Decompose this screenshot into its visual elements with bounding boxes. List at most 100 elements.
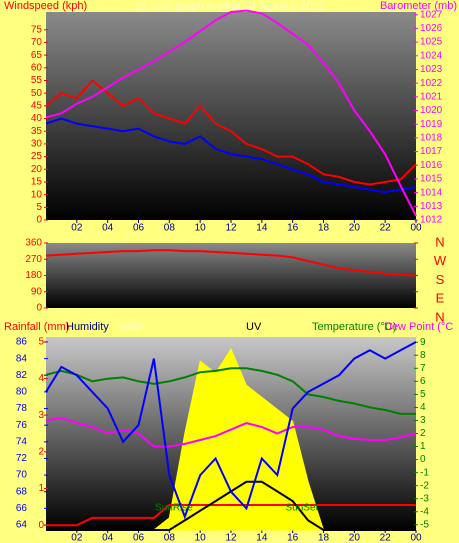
- y2-tick-label: 1020: [420, 105, 443, 116]
- y2-tick-label: S: [436, 272, 445, 287]
- y2-tick-label: 1018: [420, 133, 443, 144]
- y-tick-label: 35: [31, 126, 43, 137]
- y-tick-label: 74: [16, 436, 28, 447]
- y3-tick-label: 2: [38, 446, 44, 457]
- y2-tick-label: 3: [420, 415, 426, 426]
- x-tick-label: 12: [225, 533, 237, 543]
- series-line: [46, 504, 416, 527]
- y2-tick-label: 6: [420, 376, 426, 387]
- y-tick-label: 270: [25, 254, 42, 265]
- y-tick-label: 65: [31, 50, 43, 61]
- y2-tick-label: -4: [420, 506, 429, 517]
- y2-tick-label: 5: [420, 389, 426, 400]
- x-tick-label: 14: [256, 223, 268, 234]
- x-tick-label: 20: [349, 223, 361, 234]
- y-tick-label: 68: [16, 486, 28, 497]
- x-tick-label: 18: [318, 533, 330, 543]
- y2-tick-label: 1: [420, 441, 426, 452]
- y-tick-label: 40: [31, 113, 43, 124]
- y2-tick-label: 1015: [420, 174, 443, 185]
- y2-tick-label: 1012: [420, 215, 443, 226]
- annotation: SunRise: [155, 503, 193, 514]
- y-tick-label: 180: [25, 270, 42, 281]
- x-tick-label: 06: [133, 223, 145, 234]
- y-tick-label: 60: [31, 62, 43, 73]
- y2-axis-title: Barometer (mb): [380, 0, 457, 12]
- y-tick-label: 82: [16, 370, 28, 381]
- x-tick-label: 12: [225, 223, 237, 234]
- y3-tick-label: 5: [38, 336, 44, 347]
- x-tick-label: 22: [380, 223, 392, 234]
- y2-tick-label: -3: [420, 493, 429, 504]
- plot-area: [46, 12, 416, 220]
- y2-tick-label: 8: [420, 350, 426, 361]
- y2-tick-label: 0: [420, 454, 426, 465]
- legend-label: Temperature (°C): [312, 321, 396, 333]
- legend-label: Rainfall (mm): [4, 321, 69, 333]
- x-tick-label: 16: [287, 223, 299, 234]
- x-tick-label: 04: [102, 223, 114, 234]
- x-tick-label: 22: [380, 533, 392, 543]
- y-tick-label: 70: [16, 470, 28, 481]
- y-tick-label: 75: [31, 24, 43, 35]
- y2-tick-label: -5: [420, 519, 429, 530]
- y2-tick-label: 2: [420, 428, 426, 439]
- y-tick-label: 66: [16, 503, 28, 514]
- y-tick-label: 76: [16, 420, 28, 431]
- y-tick-label: 10: [31, 189, 43, 200]
- x-tick-label: 08: [164, 533, 176, 543]
- series-line: [45, 9, 417, 217]
- series-line: [45, 367, 416, 415]
- y2-tick-label: 1024: [420, 50, 443, 61]
- y2-tick-label: N: [435, 309, 444, 324]
- y-tick-label: 80: [16, 387, 28, 398]
- y-tick-label: 5: [36, 202, 42, 213]
- series-line: [45, 249, 417, 277]
- x-tick-label: 18: [318, 223, 330, 234]
- y-tick-label: 50: [31, 88, 43, 99]
- y2-tick-label: 1019: [420, 119, 443, 130]
- y-axis-title: Windspeed (kph): [4, 0, 87, 12]
- x-tick-label: 08: [164, 223, 176, 234]
- series-line: [45, 79, 417, 186]
- y-tick-label: 86: [16, 337, 28, 348]
- y3-tick-label: 3: [38, 410, 44, 421]
- annotation: SunSet: [286, 503, 319, 514]
- y-tick-label: 360: [25, 238, 42, 249]
- x-tick-label: 02: [71, 223, 83, 234]
- y-tick-label: 64: [16, 520, 28, 531]
- legend-label: Dew Point (°C: [384, 321, 453, 333]
- y2-tick-label: 1026: [420, 23, 443, 34]
- legend-label: Humidity: [66, 321, 109, 333]
- legend-label: Solar: [118, 321, 144, 333]
- y2-tick-label: N: [435, 234, 444, 249]
- y-tick-label: 84: [16, 353, 28, 364]
- y-tick-label: 25: [31, 151, 43, 162]
- y2-tick-label: 1013: [420, 201, 443, 212]
- y2-tick-label: -1: [420, 467, 429, 478]
- x-tick-label: 06: [133, 533, 145, 543]
- y-tick-label: 72: [16, 453, 28, 464]
- y2-tick-label: 1016: [420, 160, 443, 171]
- y-tick-label: 45: [31, 100, 43, 111]
- y2-tick-label: 4: [420, 402, 426, 413]
- chart-title: 24 hour graph ending 30 January 2012: [135, 0, 325, 12]
- y2-tick-label: E: [436, 291, 445, 306]
- x-tick-label: 00: [410, 223, 422, 234]
- x-tick-label: 00: [410, 533, 422, 543]
- series-line: [45, 117, 417, 194]
- x-tick-label: 16: [287, 533, 299, 543]
- y-tick-label: 78: [16, 403, 28, 414]
- legend-label: UV: [246, 321, 262, 333]
- x-tick-label: 04: [102, 533, 114, 543]
- y-tick-label: 15: [31, 177, 43, 188]
- x-tick-label: 10: [195, 223, 207, 234]
- y2-tick-label: 1014: [420, 187, 443, 198]
- y2-tick-label: 1027: [420, 9, 443, 20]
- y2-tick-label: 1022: [420, 78, 443, 89]
- x-tick-label: 10: [195, 533, 207, 543]
- series-line: [45, 416, 417, 448]
- y3-tick-label: 0: [38, 520, 44, 531]
- y-tick-label: 30: [31, 139, 43, 150]
